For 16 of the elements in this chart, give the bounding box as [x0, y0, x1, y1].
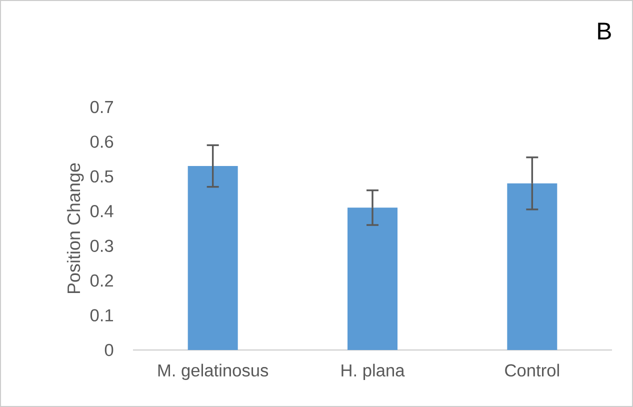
y-tick-label: 0.7 — [90, 100, 113, 114]
x-tick-label: H. plana — [342, 364, 405, 380]
bar — [188, 166, 238, 350]
y-tick-label: 0.6 — [90, 136, 114, 148]
y-axis-title: Position Change — [66, 163, 84, 294]
bar — [348, 208, 398, 350]
y-tick-label: 0.2 — [90, 274, 113, 287]
x-tick-label: M. gelatinosus — [158, 364, 268, 380]
x-tick-label: Control — [505, 364, 559, 377]
y-tick-label: 0.5 — [90, 170, 114, 183]
y-tick-label: 0.1 — [90, 309, 114, 322]
y-tick-label: 0 — [104, 344, 114, 356]
y-tick-label: 0.3 — [90, 240, 114, 252]
bar — [507, 183, 558, 350]
y-tick-label: 0.4 — [90, 205, 114, 218]
text: B — [598, 22, 611, 40]
